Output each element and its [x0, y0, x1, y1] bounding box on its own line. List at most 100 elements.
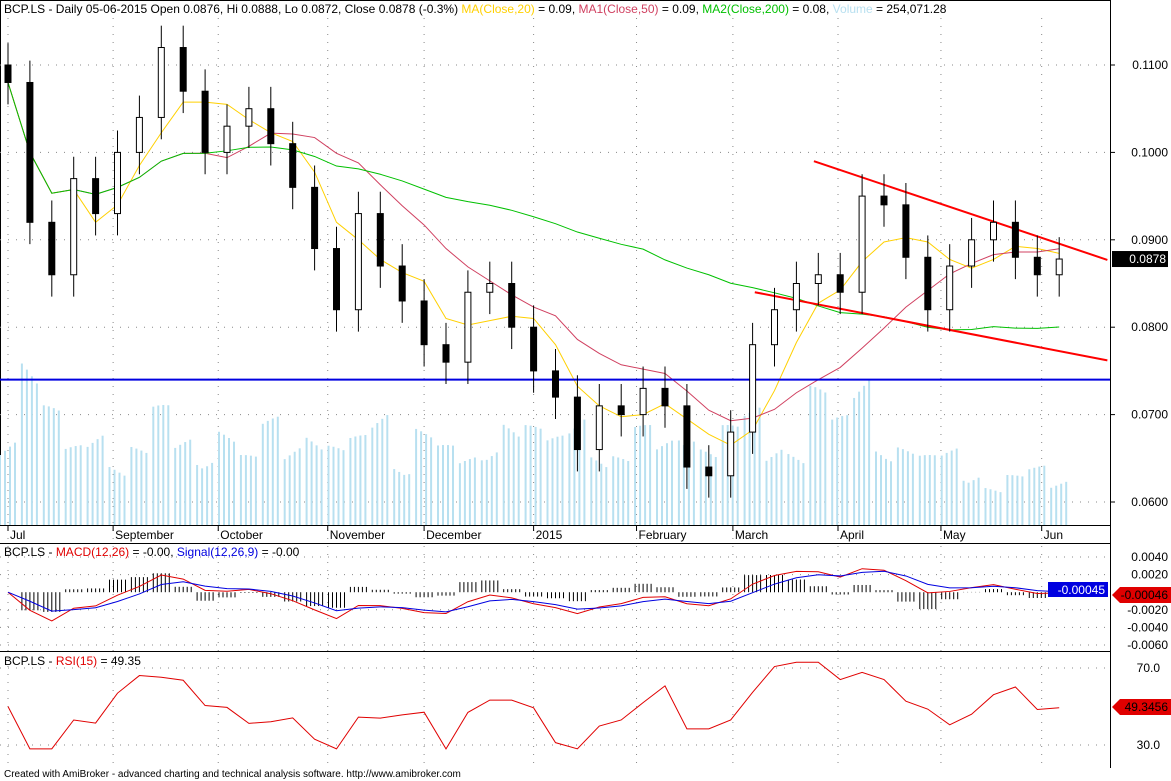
candle-up [858, 195, 866, 293]
volume-bar [714, 457, 717, 525]
candle-down [420, 300, 428, 346]
trend-line [813, 160, 1108, 261]
volume-bar [699, 449, 702, 525]
candle-down [573, 396, 581, 451]
volume-value: = 254,071.28 [872, 2, 947, 16]
volume-bar [174, 447, 177, 525]
volume-bar [561, 435, 564, 525]
month-label: 2015 [536, 528, 563, 542]
rsi-header: BCP.LS - RSI(15) = 49.35 [4, 654, 141, 668]
volume-bar [809, 385, 812, 525]
volume-bar [846, 415, 849, 525]
volume-bar [152, 406, 155, 525]
candle-down [552, 370, 559, 398]
volume-bar [261, 423, 264, 525]
candle-up [595, 405, 603, 451]
volume-bar [940, 455, 943, 525]
volume-bar [254, 456, 257, 525]
volume-bar [64, 448, 67, 525]
volume-bar [458, 463, 461, 525]
volume-bar [25, 369, 28, 525]
volume-bar [376, 423, 379, 525]
header-ohlc: BCP.LS - Daily 05-06-2015 Open 0.0876, H… [4, 2, 459, 16]
macd-header: BCP.LS - MACD(12,26) = -0.00, Signal(12,… [4, 545, 299, 559]
macd-symbol: BCP.LS - [4, 545, 56, 559]
volume-bar [721, 425, 724, 525]
volume-bar [1060, 483, 1063, 525]
month-label: March [735, 528, 768, 542]
ma200-value: = 0.08, [788, 2, 830, 16]
volume-bar [381, 418, 384, 525]
volume-bar [437, 445, 439, 525]
volume-bar [354, 436, 357, 525]
volume-bar [753, 409, 756, 525]
macd-tick-label: 0.0020 [1131, 568, 1168, 582]
volume-bar [420, 431, 423, 525]
volume-bar [692, 441, 695, 525]
volume-bar [512, 432, 515, 525]
volume-bar [480, 460, 483, 525]
volume-bar [485, 459, 488, 525]
volume-bar [600, 463, 603, 525]
candle-up [946, 265, 954, 311]
volume-bar [184, 442, 187, 525]
volume-bar [933, 455, 936, 525]
volume-bar [123, 475, 126, 525]
volume-bar [211, 462, 214, 525]
volume-bar [468, 459, 471, 525]
ma200-label: MA2(Close,200) [702, 2, 789, 16]
volume-bar [945, 452, 948, 525]
volume-bar [364, 435, 367, 525]
volume-bar [415, 428, 418, 525]
volume-bar [135, 448, 138, 525]
macd-label: MACD(12,26) [55, 545, 130, 559]
macd-value-label: -0.00046 [1121, 588, 1169, 602]
volume-bar [201, 468, 204, 525]
volume-bar [463, 460, 466, 525]
month-label: May [943, 528, 966, 542]
volume-bar [977, 477, 980, 525]
signal-tag [1048, 582, 1108, 597]
volume-bar [1043, 465, 1046, 525]
candle-down [1033, 256, 1041, 276]
volume-bar [743, 416, 746, 525]
volume-bar [96, 439, 99, 525]
candle-down [311, 186, 319, 250]
volume-bar [113, 469, 116, 525]
volume-bar [206, 466, 209, 525]
volume-bar [590, 457, 593, 525]
candle-down [4, 64, 12, 83]
volume-bar [473, 457, 476, 525]
ma20-value: = 0.09, [534, 2, 576, 16]
rsi-symbol: BCP.LS - [4, 654, 56, 668]
candle-up [990, 221, 997, 241]
rsi-label: RSI(15) [55, 654, 98, 668]
volume-bar [0, 455, 1, 525]
volume-bar [534, 426, 537, 525]
volume-bar [130, 447, 133, 525]
candle-down [530, 326, 538, 372]
ma200-line [7, 82, 1060, 331]
volume-bar [403, 474, 406, 525]
volume-bar [310, 441, 313, 525]
volume-bar [342, 450, 345, 525]
volume-bar [283, 459, 286, 525]
last-price-label: 0.0878 [1129, 252, 1166, 266]
volume-bar [524, 425, 527, 525]
trend-line [754, 291, 1108, 362]
volume-bar [682, 445, 685, 525]
candle-down [683, 405, 691, 468]
volume-bar [167, 405, 170, 525]
volume-bar [868, 380, 871, 525]
volume-bar [320, 449, 323, 525]
macd-tick-label: -0.0060 [1127, 638, 1168, 652]
volume-bar [583, 419, 586, 525]
volume-bar [495, 452, 498, 525]
rsi-tick-label: 30.0 [1137, 738, 1161, 752]
volume-bar [928, 455, 931, 525]
volume-bar [4, 450, 6, 525]
volume-bar [223, 434, 225, 525]
volume-bar [890, 461, 892, 525]
price-header: BCP.LS - Daily 05-06-2015 Open 0.0876, H… [4, 2, 946, 16]
